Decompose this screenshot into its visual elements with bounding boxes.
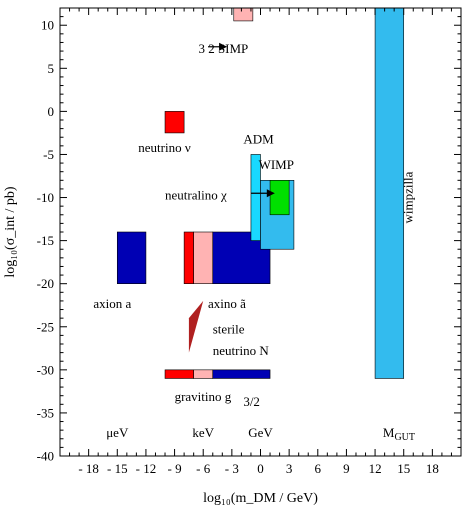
x-axis-label: log₁₀(m_DM / GeV)	[203, 491, 318, 506]
x-tick-label: 15	[397, 461, 410, 476]
y-tick-label: -5	[43, 147, 54, 162]
label-neutrino: neutrino ν	[138, 140, 191, 155]
x-tick-label: - 9	[168, 461, 182, 476]
y-tick-label: -30	[37, 362, 54, 377]
region-axino-navy	[212, 231, 271, 284]
scale-label: GeV	[248, 425, 273, 440]
label-gravitino-sub: 3/2	[243, 394, 260, 409]
y-tick-label: 5	[48, 61, 55, 76]
label-adm: ADM	[243, 131, 274, 146]
scale-label: MGUT	[383, 425, 415, 443]
y-tick-label: 10	[41, 18, 54, 33]
x-tick-label: 12	[369, 461, 382, 476]
label-axino: axino ã	[208, 296, 246, 311]
simp-arrow-head	[219, 42, 228, 51]
x-tick-label: - 6	[196, 461, 211, 476]
label-simp: 3 2 SIMP	[198, 41, 248, 56]
region-simp	[233, 7, 254, 22]
scale-label: μeV	[106, 425, 129, 440]
label-wimp: WIMP	[259, 157, 294, 172]
axis-ticks: - 18 - 15 - 12 - 9 - 6 - 3 0 3 6 9 12 15 18 10 5 0 -5 -10…	[37, 7, 462, 476]
region-neutrino	[164, 111, 185, 134]
x-tick-label: 18	[426, 461, 439, 476]
y-tick-label: -20	[37, 276, 54, 291]
annotation-marks	[188, 42, 275, 353]
region-boxes	[116, 7, 405, 379]
neutralino-arrow-head	[266, 189, 275, 198]
x-tick-label: - 18	[78, 461, 99, 476]
x-tick-label: 9	[343, 461, 350, 476]
x-tick-label: 3	[286, 461, 293, 476]
label-wimpzilla: wimpzilla	[400, 171, 415, 223]
x-tick-label: 0	[257, 461, 264, 476]
x-tick-label: - 3	[225, 461, 239, 476]
region-gravitino-red	[164, 369, 194, 379]
y-tick-label: -15	[37, 233, 54, 248]
y-tick-label: -10	[37, 190, 54, 205]
region-axino-pink	[193, 231, 214, 284]
region-wimpzilla	[374, 7, 405, 379]
y-tick-label: -40	[37, 449, 54, 464]
region-wimp-inner	[269, 180, 290, 216]
label-axion: axion a	[93, 296, 131, 311]
label-gravitino-main: gravitino g	[175, 389, 232, 404]
y-tick-label: 0	[48, 104, 55, 119]
x-tick-label: - 15	[107, 461, 128, 476]
region-axion	[116, 231, 147, 284]
y-tick-label: -35	[37, 405, 54, 420]
scale-label: keV	[192, 425, 214, 440]
y-axis-label: log₁₀(σ_int / pb)	[3, 186, 18, 278]
sterile-neutrino-triangle	[188, 300, 204, 353]
y-tick-label: -25	[37, 319, 54, 334]
region-gravitino-pink	[193, 369, 214, 379]
x-tick-label: 6	[315, 461, 322, 476]
x-tick-label: - 12	[136, 461, 157, 476]
label-sterile-line2: neutrino N	[213, 343, 270, 358]
region-axino-red	[183, 231, 194, 284]
region-gravitino-navy	[212, 369, 271, 379]
label-sterile-line1: sterile	[213, 322, 245, 337]
region-labels: 3 2 SIMP neutrino ν ADM WIMP neutralino χ axi…	[93, 41, 415, 409]
label-neutralino: neutralino χ	[165, 187, 227, 202]
mass-scale-labels: μeV keV GeV MGUT	[106, 425, 415, 443]
